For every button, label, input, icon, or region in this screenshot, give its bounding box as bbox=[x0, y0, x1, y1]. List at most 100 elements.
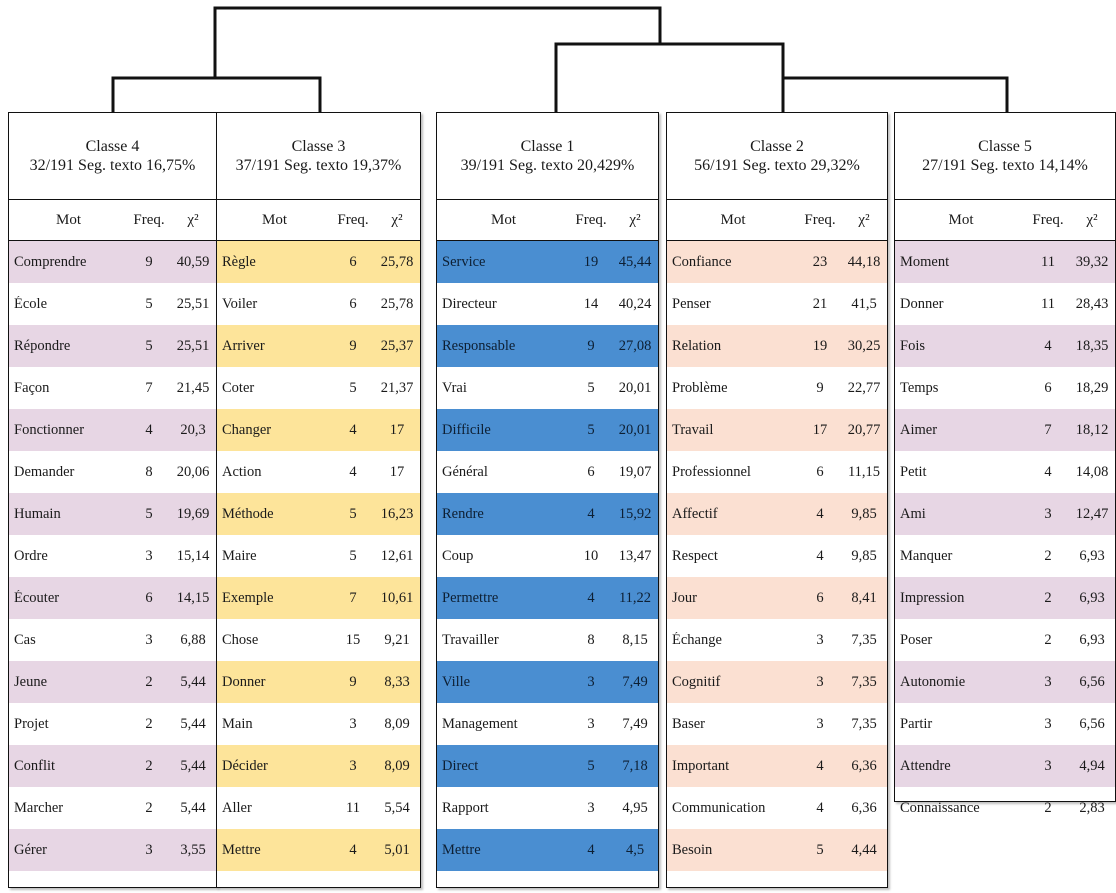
chi2-cell: 21,37 bbox=[380, 379, 414, 396]
chi2-cell: 11,22 bbox=[618, 589, 652, 606]
chi2-cell: 7,35 bbox=[851, 631, 877, 648]
freq-cell: 4 bbox=[1044, 463, 1052, 480]
class-subtitle: 39/191 Seg. texto 20,429% bbox=[460, 157, 635, 174]
chi2-cell: 14,08 bbox=[1075, 463, 1109, 480]
chi2-cell: 18,12 bbox=[1075, 421, 1109, 438]
freq-cell: 5 bbox=[145, 337, 153, 354]
chi2-cell: 25,37 bbox=[380, 337, 414, 354]
word-row: Rendre 4 15,92 bbox=[437, 493, 658, 535]
chi2-cell: 20,77 bbox=[847, 421, 881, 438]
word-row: Travailler 8 8,15 bbox=[437, 619, 658, 661]
freq-cell: 5 bbox=[145, 505, 153, 522]
chi2-cell: 25,51 bbox=[176, 337, 210, 354]
freq-cell: 3 bbox=[816, 715, 824, 732]
word-cell: Partir bbox=[900, 715, 933, 732]
word-cell: Coter bbox=[222, 379, 255, 396]
freq-cell: 7 bbox=[349, 589, 357, 606]
word-cell: Méthode bbox=[222, 505, 274, 522]
chi2-cell: 17 bbox=[389, 421, 405, 438]
chi2-cell: 6,88 bbox=[180, 631, 206, 648]
word-row: Coup 10 13,47 bbox=[437, 535, 658, 577]
freq-cell: 4 bbox=[349, 841, 357, 858]
word-cell: Poser bbox=[900, 631, 933, 648]
column-header-chi2: χ² bbox=[391, 211, 403, 228]
freq-cell: 3 bbox=[145, 631, 153, 648]
freq-cell: 5 bbox=[816, 841, 824, 858]
freq-cell: 11 bbox=[346, 799, 360, 816]
word-cell: Communication bbox=[672, 799, 766, 816]
chi2-cell: 6,93 bbox=[1079, 631, 1105, 648]
freq-cell: 4 bbox=[816, 505, 824, 522]
chi2-cell: 8,09 bbox=[384, 715, 410, 732]
word-row: Donner 9 8,33 bbox=[217, 661, 420, 703]
word-cell: Aller bbox=[222, 799, 252, 816]
freq-cell: 6 bbox=[816, 589, 824, 606]
word-cell: Projet bbox=[14, 715, 49, 732]
word-cell: Vrai bbox=[442, 379, 467, 396]
word-row: Relation 19 30,25 bbox=[667, 325, 887, 367]
word-row: Cas 3 6,88 bbox=[9, 619, 216, 661]
chi2-cell: 15,92 bbox=[618, 505, 652, 522]
chi2-cell: 6,36 bbox=[851, 799, 877, 816]
word-cell: Impression bbox=[900, 589, 965, 606]
column-header-row: Mot Freq. χ² bbox=[217, 200, 420, 241]
word-row: Baser 3 7,35 bbox=[667, 703, 887, 745]
word-row: Général 6 19,07 bbox=[437, 451, 658, 493]
word-row: Partir 3 6,56 bbox=[895, 703, 1115, 745]
column-header-row: Mot Freq. χ² bbox=[667, 200, 887, 241]
column-header-word: Mot bbox=[720, 211, 746, 228]
chi2-cell: 20,3 bbox=[180, 421, 206, 438]
freq-cell: 3 bbox=[145, 547, 153, 564]
freq-cell: 4 bbox=[349, 463, 357, 480]
chi2-cell: 6,93 bbox=[1079, 589, 1105, 606]
freq-cell: 8 bbox=[587, 631, 595, 648]
freq-cell: 11 bbox=[1041, 295, 1055, 312]
word-cell: Important bbox=[672, 757, 730, 774]
dendrogram-link-right-cluster bbox=[554, 42, 785, 112]
class-header: Classe 5 27/191 Seg. texto 14,14% bbox=[895, 113, 1115, 200]
chi2-cell: 8,15 bbox=[622, 631, 648, 648]
word-cell: Ville bbox=[442, 673, 471, 690]
chi2-cell: 20,06 bbox=[176, 463, 210, 480]
word-cell: Échange bbox=[672, 631, 722, 648]
class-subtitle: 37/191 Seg. texto 19,37% bbox=[235, 157, 402, 174]
freq-cell: 2 bbox=[1044, 799, 1052, 816]
word-row: Ville 3 7,49 bbox=[437, 661, 658, 703]
freq-cell: 4 bbox=[587, 841, 595, 858]
word-row: Respect 4 9,85 bbox=[667, 535, 887, 577]
word-cell: Service bbox=[442, 253, 486, 270]
freq-cell: 21 bbox=[812, 295, 828, 312]
column-header-freq: Freq. bbox=[133, 211, 165, 228]
chi2-cell: 19,69 bbox=[176, 505, 210, 522]
word-cell: Changer bbox=[222, 421, 272, 438]
chi2-cell: 4,95 bbox=[622, 799, 648, 816]
chi2-cell: 6,56 bbox=[1079, 715, 1105, 732]
freq-cell: 4 bbox=[587, 589, 595, 606]
word-cell: Moment bbox=[900, 253, 950, 270]
word-cell: Directeur bbox=[442, 295, 497, 312]
word-row: Communication 4 6,36 bbox=[667, 787, 887, 829]
word-row: Aimer 7 18,12 bbox=[895, 409, 1115, 451]
word-row: Difficile 5 20,01 bbox=[437, 409, 658, 451]
word-row: Penser 21 41,5 bbox=[667, 283, 887, 325]
word-cell: Cas bbox=[14, 631, 36, 648]
word-cell: Mettre bbox=[442, 841, 481, 858]
word-cell: Autonomie bbox=[900, 673, 966, 690]
chi2-cell: 9,21 bbox=[384, 631, 410, 648]
word-cell: École bbox=[14, 295, 48, 312]
freq-cell: 5 bbox=[145, 295, 153, 312]
word-row: Rapport 3 4,95 bbox=[437, 787, 658, 829]
word-cell: Donner bbox=[900, 295, 944, 312]
word-cell: Cognitif bbox=[672, 673, 721, 690]
word-row: Petit 4 14,08 bbox=[895, 451, 1115, 493]
chi2-cell: 20,01 bbox=[618, 379, 652, 396]
word-cell: Mettre bbox=[222, 841, 261, 858]
word-row: Directeur 14 40,24 bbox=[437, 283, 658, 325]
word-cell: Manquer bbox=[900, 547, 953, 564]
word-cell: Humain bbox=[14, 505, 61, 522]
word-row: Important 4 6,36 bbox=[667, 745, 887, 787]
word-cell: Baser bbox=[672, 715, 706, 732]
class-header: Classe 3 37/191 Seg. texto 19,37% bbox=[217, 113, 420, 200]
word-row: Gérer 3 3,55 bbox=[9, 829, 216, 871]
word-cell: Problème bbox=[672, 379, 728, 396]
